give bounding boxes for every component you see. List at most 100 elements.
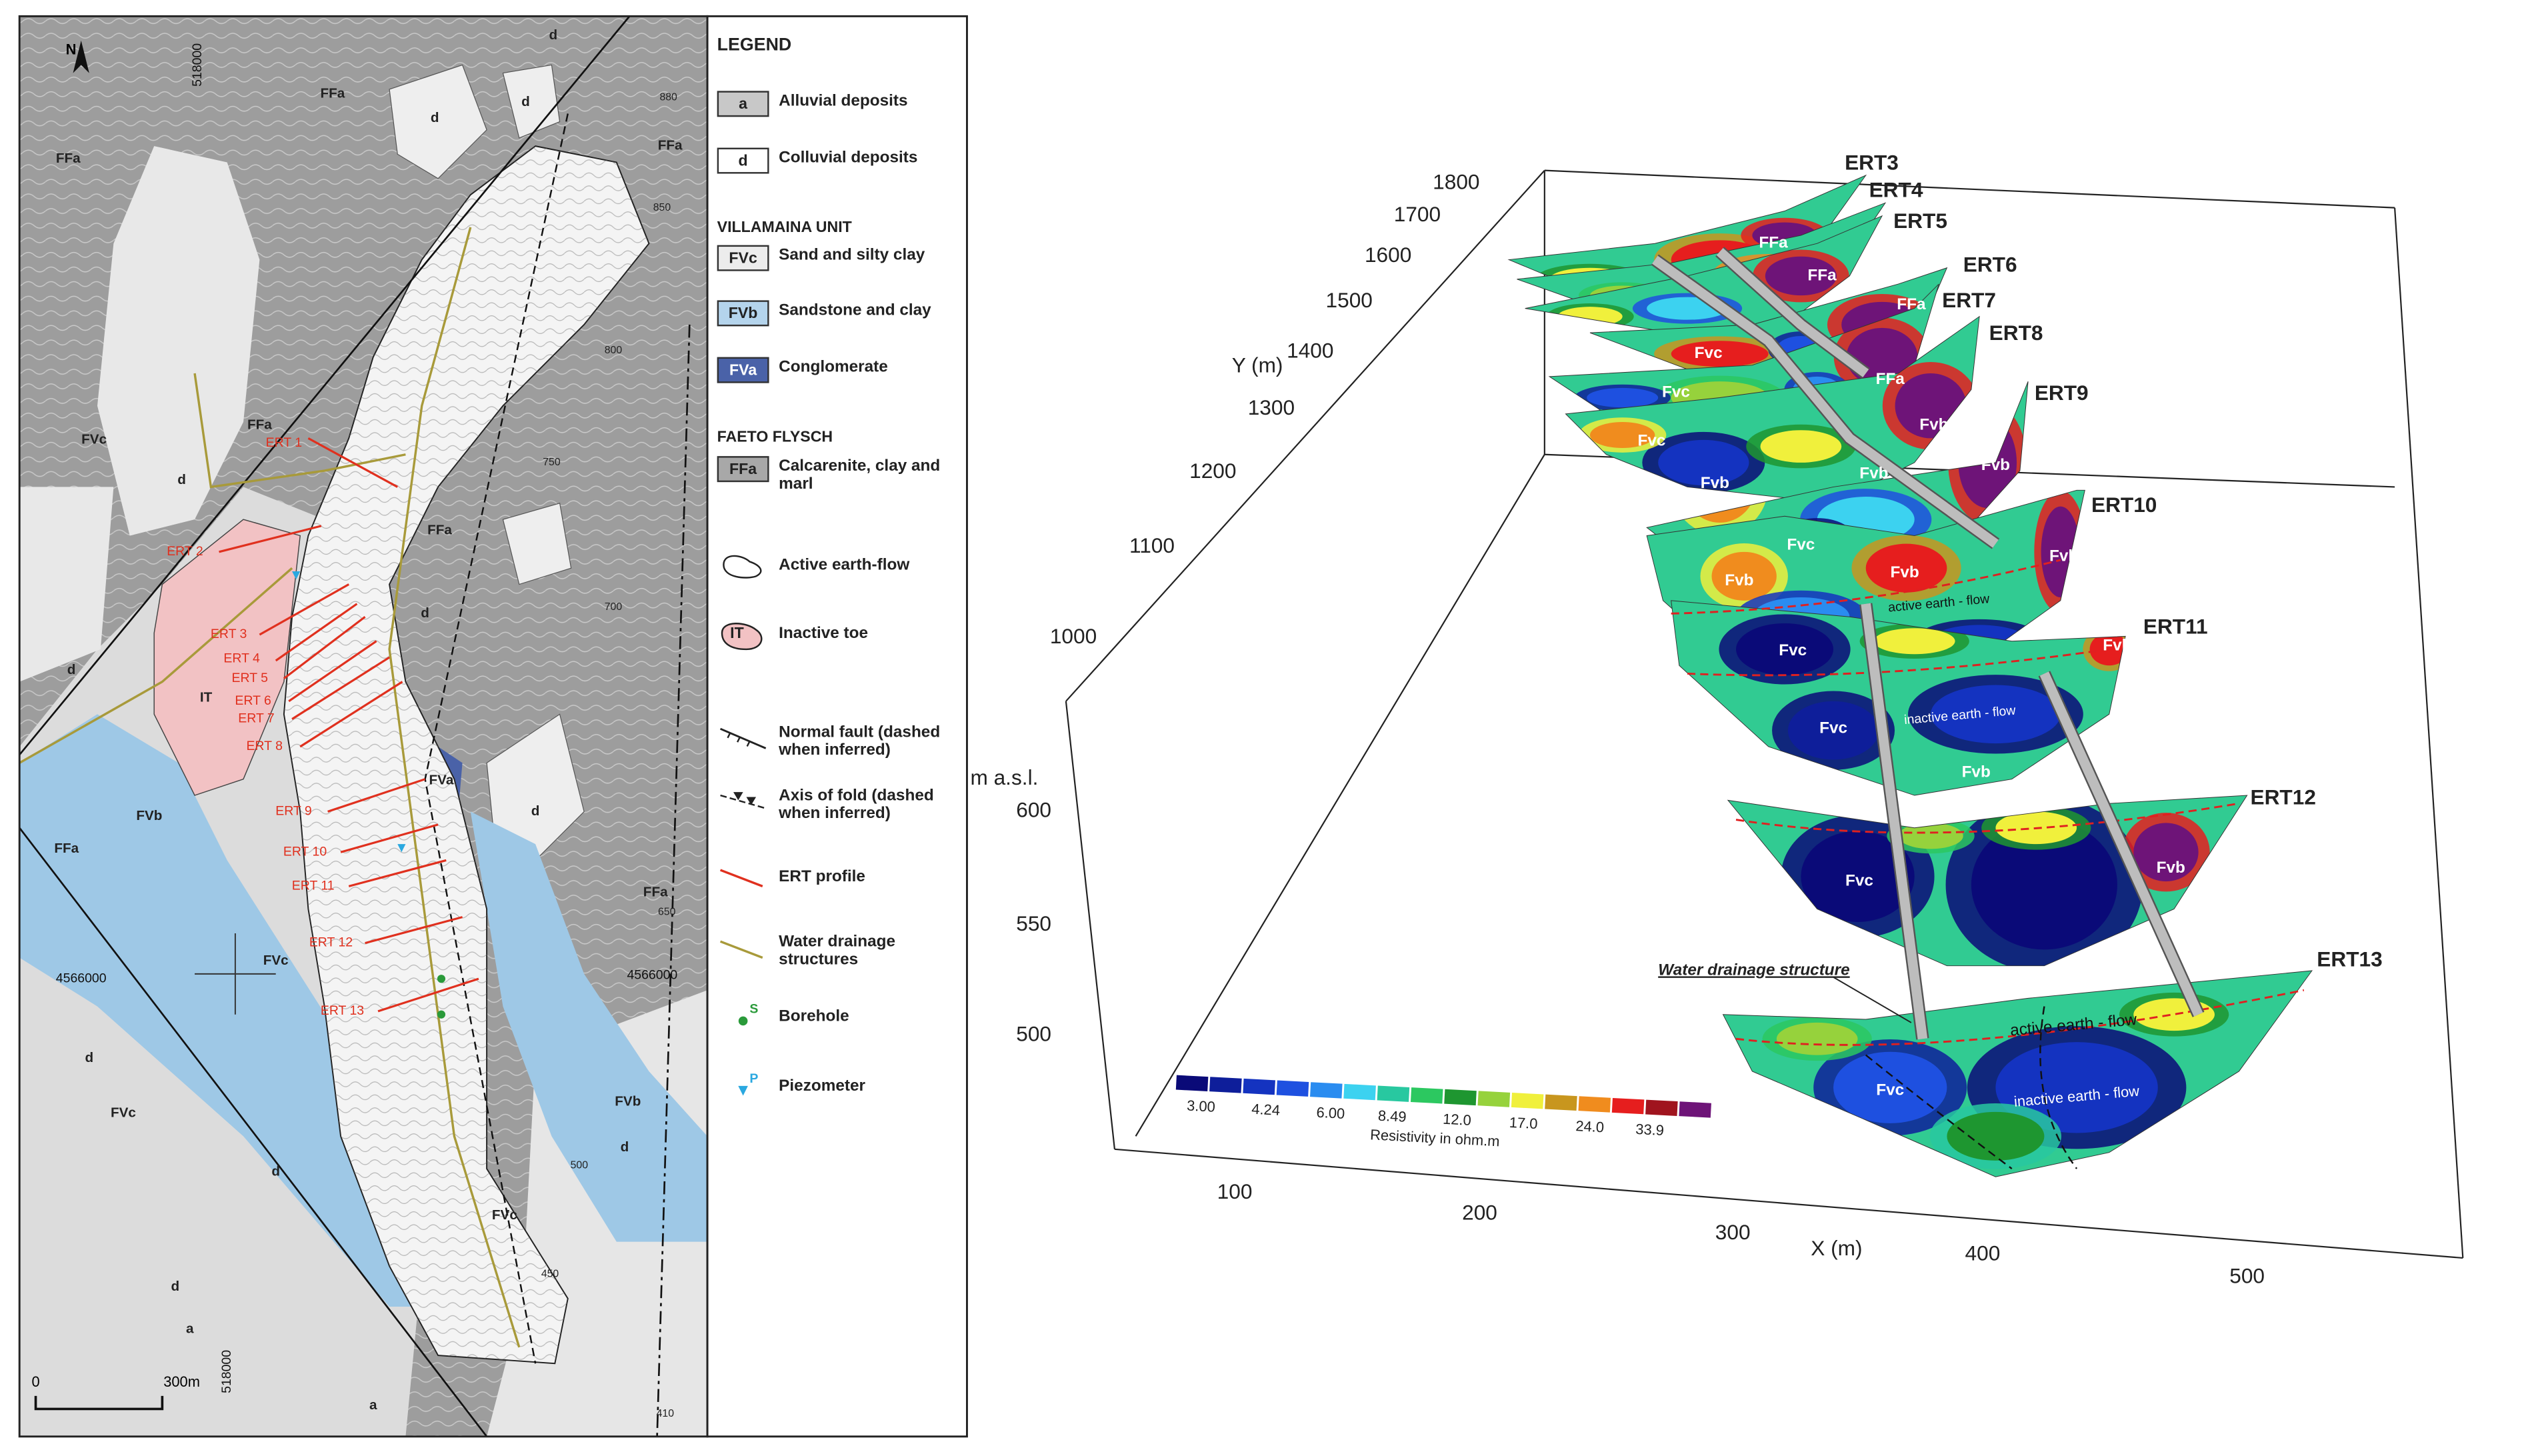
section-unit-label: FFa	[1759, 234, 1788, 252]
ert-profile-line	[275, 603, 358, 662]
section-unit-label: Fvb	[2049, 547, 2078, 565]
contour-label: 650	[658, 907, 676, 918]
resistivity-zone	[1589, 422, 1655, 448]
legend-icon	[719, 940, 763, 959]
legend-symbol: P	[749, 1071, 759, 1086]
resistivity-zone	[1947, 1111, 2045, 1161]
contour-label: 700	[605, 601, 623, 613]
legend-icon	[719, 727, 767, 749]
legend-icon	[719, 869, 763, 887]
legend: LEGEND a Alluvial deposits d Colluvial dep…	[707, 16, 967, 1436]
resistivity-zone	[1736, 623, 1834, 675]
resistivity-zone	[1833, 1051, 1947, 1123]
flow-boundary	[1865, 1054, 2013, 1170]
y-tick-label: 1600	[1365, 243, 1411, 267]
contour-label: 800	[605, 345, 623, 356]
colorbar-swatch	[1611, 1097, 1645, 1115]
flow-boundary	[1735, 802, 2239, 834]
legend-label: Sand and silty clay	[779, 247, 925, 265]
box-edge	[1135, 454, 1545, 1137]
ert-profile-line	[291, 656, 390, 720]
y-tick-label: 1500	[1326, 288, 1373, 312]
colorbar-swatch	[1545, 1094, 1577, 1111]
unit-label: d	[549, 27, 558, 43]
unit-label: IT	[200, 689, 213, 705]
legend-swatch: FVb	[717, 300, 769, 327]
section-unit-label: Fvb	[2157, 859, 2185, 877]
section-unit-label: Fvc	[1819, 719, 1847, 737]
legend-title: LEGEND	[717, 35, 792, 55]
unit-label: a	[369, 1397, 377, 1413]
contour-label: 450	[541, 1268, 559, 1279]
unit-label: FVc	[81, 431, 107, 447]
legend-item: S Borehole	[717, 1000, 964, 1033]
colorbar-swatch	[1343, 1083, 1376, 1101]
drainage-pipe	[1716, 247, 1869, 377]
grid-cross	[195, 933, 276, 1015]
colluvial-area	[19, 487, 114, 682]
x-tick-label: 100	[1217, 1179, 1253, 1203]
legend-label: Axis of fold (dashed when inferred)	[779, 787, 934, 823]
section-unit-label: Fvc	[1845, 872, 1873, 890]
resistivity-zone	[1971, 819, 2117, 950]
section-outline	[1671, 600, 2126, 796]
contour-label: 750	[543, 457, 561, 468]
drainage-label: Water drainage structure	[1658, 961, 1849, 979]
colorbar-tick-label: 6.00	[1316, 1104, 1345, 1122]
ert-profile-line	[299, 681, 403, 748]
profile-label: ERT7	[1942, 288, 1996, 312]
section-unit-label: Fvb	[1725, 571, 1753, 589]
resistivity-zone	[1995, 1042, 2158, 1133]
ert-profile-line	[307, 437, 399, 488]
unit-label: a	[186, 1321, 194, 1337]
ert-label: ERT 11	[292, 879, 335, 893]
profile-label: ERT10	[2091, 493, 2157, 517]
unit-label: d	[67, 662, 76, 677]
unit-label: FFa	[658, 138, 683, 153]
resistivity-zone	[1671, 341, 1769, 367]
ert-profile-line	[377, 977, 479, 1013]
ert-label: ERT 10	[283, 844, 327, 859]
grid-coordinate: 518000	[219, 1350, 234, 1393]
colorbar-tick-label: 33.9	[1635, 1121, 1665, 1139]
legend-heading: FAETO FLYSCH	[717, 428, 833, 447]
legend-item: FFa Calcarenite, clay and marl	[717, 456, 964, 493]
drainage-pipe	[1652, 255, 1999, 548]
ert-label: ERT 2	[167, 544, 203, 559]
legend-item: IT Inactive toe	[717, 617, 964, 651]
unit-label: FVa	[429, 773, 454, 788]
ert-profile-line	[365, 916, 463, 945]
section-unit-label: Fvb	[1919, 415, 1948, 433]
legend-symbol: S	[749, 1001, 759, 1017]
section-unit-label: Fvb	[1701, 474, 1729, 492]
z-tick-label: 550	[1016, 911, 1051, 935]
colorbar-tick-label: 8.49	[1377, 1107, 1407, 1125]
section-unit-label: Fvb	[2103, 636, 2131, 654]
y-tick-label: 1300	[1248, 395, 1295, 419]
geological-map: N 518000 518000 4566000 4566000 880 850 800 750 7…	[19, 16, 708, 1437]
legend-item: Axis of fold (dashed when inferred)	[717, 785, 964, 823]
ert-label: ERT 12	[309, 935, 353, 950]
legend-item: Normal fault (dashed when inferred)	[717, 722, 964, 759]
grid-coordinate: 4566000	[627, 967, 677, 982]
resistivity-zone	[2133, 998, 2215, 1031]
resistivity-zone	[1587, 387, 1659, 408]
section-unit-label: FFa	[1876, 370, 1905, 388]
unit-label: d	[177, 472, 186, 487]
profile-label: ERT3	[1845, 150, 1899, 174]
section-outline	[1722, 970, 2313, 1177]
colorbar-swatch	[1511, 1093, 1544, 1109]
normal-fault	[19, 827, 488, 1437]
scale-bar	[34, 1395, 164, 1411]
z-tick-label: 600	[1016, 798, 1051, 822]
unit-label: d	[421, 605, 429, 621]
resistivity-zone	[1873, 628, 1955, 655]
section-base	[1525, 215, 1883, 333]
unit-label: d	[521, 94, 530, 109]
legend-label: Sandstone and clay	[779, 301, 931, 320]
colorbar-swatch	[1243, 1078, 1275, 1095]
north-label: N	[66, 41, 77, 57]
resistivity-zone	[1658, 439, 1749, 485]
drainage-pipe	[2039, 671, 2203, 1017]
